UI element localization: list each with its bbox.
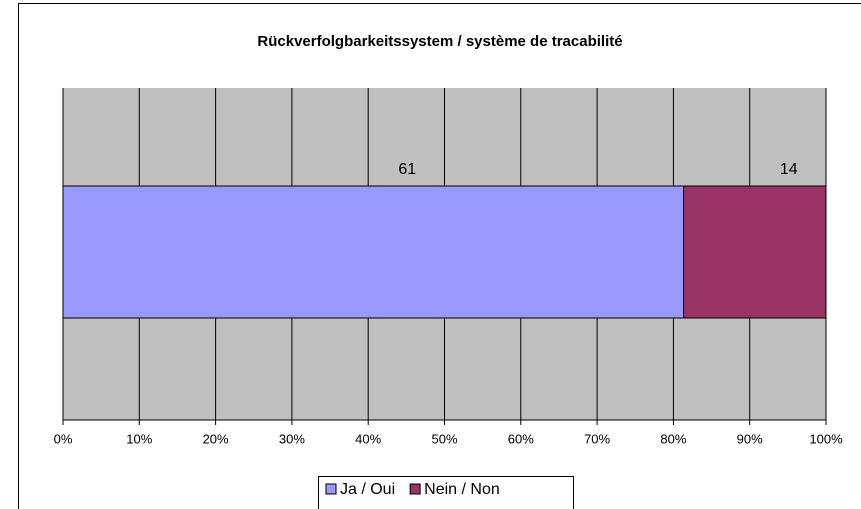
x-tick-label: 0% [54,431,73,446]
legend-label: Ja / Oui [340,481,395,498]
data-label: 14 [780,161,798,178]
chart-title: Rückverfolgbarkeitssystem / système de t… [257,33,622,50]
x-tick-label: 90% [737,431,763,446]
bar-segment [62,185,685,319]
legend-label: Nein / Non [424,481,500,498]
legend-swatch [409,483,421,495]
legend-swatch [325,483,337,495]
data-label: 61 [398,161,416,178]
x-tick-label: 30% [279,431,305,446]
x-tick-label: 20% [203,431,229,446]
x-tick-label: 80% [660,431,686,446]
legend [318,476,574,509]
bar-segment [683,185,827,319]
x-tick-label: 10% [126,431,152,446]
x-tick-label: 40% [355,431,381,446]
x-tick-label: 100% [809,431,843,446]
x-tick-label: 50% [431,431,457,446]
x-tick-label: 70% [584,431,610,446]
x-tick-label: 60% [508,431,534,446]
